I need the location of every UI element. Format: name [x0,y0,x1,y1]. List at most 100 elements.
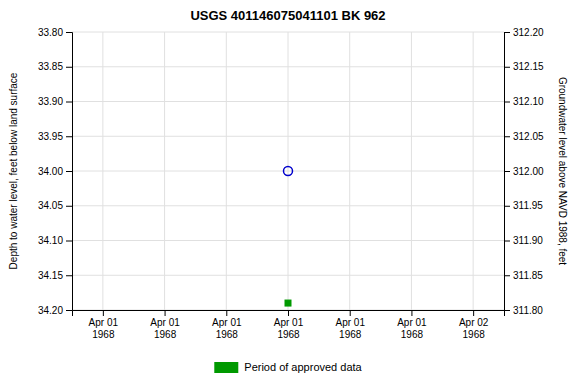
tick-label: 34.05 [38,200,63,211]
tick-label: 33.90 [38,96,63,107]
tick: 311.90 [504,235,543,246]
tick-mark [288,310,289,316]
tick-label: 34.00 [38,166,63,177]
legend-label: Period of approved data [244,361,362,373]
point [284,167,293,176]
grid-line [164,32,165,310]
tick-mark [350,310,351,316]
tick: Apr 011968 [212,310,242,340]
axis-line [505,33,511,311]
tick-label: 34.15 [38,270,63,281]
tick-label: 34.20 [38,305,63,316]
y-axis-title: Depth to water level, feet below land su… [8,72,19,269]
tick: 33.90 [38,96,72,107]
plot: 33.80 33.85 33.90 33.95 34.00 34.05 34.10 34.15… [38,27,544,340]
tick-label: 311.95 [513,200,543,211]
tick: Apr 011968 [397,310,427,340]
axis-line [66,33,73,311]
tick: 312.20 [504,27,544,38]
tick: 312.00 [504,166,544,177]
tick-label: 34.10 [38,235,63,246]
tick: 34.10 [38,235,72,246]
title: USGS 401146075041101 BK 962 [190,8,385,23]
tick-label: 311.80 [513,305,543,316]
tick-mark [66,32,72,33]
tick-mark [226,310,227,316]
tick-label: 312.10 [513,96,544,107]
tick-mark [66,275,72,276]
tick-label: 33.95 [38,131,63,142]
marks [284,167,293,307]
tick: 34.00 [38,166,72,177]
tick-label: 311.85 [513,270,543,281]
tick: 34.05 [38,200,72,211]
tick-mark [66,241,72,242]
tick-label: Apr 011968 [274,317,304,340]
tick-mark [504,67,510,68]
tick-label: 312.05 [513,131,544,142]
y2-axis: 311.80 311.85 311.90 311.95 312.00 312.05 312.… [504,27,544,316]
tick: Apr 011968 [150,310,180,340]
grid-line [473,32,474,310]
tick-label: Apr 011968 [212,317,242,340]
tick-mark [66,136,72,137]
tick-label: 312.20 [513,27,544,38]
series [284,167,293,176]
tick-mark [411,310,412,316]
tick: 33.85 [38,61,72,72]
tick-mark [504,102,510,103]
grid-line [411,32,412,310]
tick: 311.85 [504,270,543,281]
point [285,300,291,306]
tick-mark [504,275,510,276]
tick: 312.10 [504,96,544,107]
tick: Apr 021968 [459,310,489,340]
grid-line [349,32,350,310]
tick: 312.15 [504,61,544,72]
tick-label: Apr 011968 [335,317,365,340]
tick: 33.80 [38,27,72,38]
tick-mark [66,102,72,103]
grid-line [102,32,103,310]
tick-label: Apr 021968 [459,317,489,340]
tick-mark [504,206,510,207]
tick-mark [473,310,474,316]
tick-label: Apr 011968 [397,317,427,340]
y2-axis-title: Groundwater level above NAVD 1988, feet [557,77,568,265]
y-axis: 33.80 33.85 33.90 33.95 34.00 34.05 34.10 34.15… [38,27,73,316]
grid-line [288,32,289,310]
grid [72,32,504,310]
tick: 312.05 [504,131,544,142]
tick: 33.95 [38,131,72,142]
tick-label: Apr 011968 [89,317,119,340]
tick: Apr 011968 [89,310,119,340]
legend-item: Period of approved data [214,361,362,373]
tick-label: 312.00 [513,166,544,177]
tick: 311.80 [504,305,543,316]
tick-label: 311.90 [513,235,543,246]
tick: 311.95 [504,200,543,211]
tick: 34.15 [38,270,72,281]
series [285,300,291,306]
x-axis: Apr 011968 Apr 011968 Apr 011968 Apr 011968… [73,310,505,340]
axis-line [73,311,505,317]
chart: 33.80 33.85 33.90 33.95 34.00 34.05 34.10 34.15… [0,0,576,384]
grid-line [226,32,227,310]
tick: Apr 011968 [335,310,365,340]
tick-mark [504,241,510,242]
tick-mark [504,171,510,172]
tick-mark [66,171,72,172]
legend: Period of approved data [214,361,362,373]
tick-mark [66,206,72,207]
tick-label: Apr 011968 [150,317,180,340]
tick-label: 33.85 [38,61,63,72]
tick-mark [504,32,510,33]
tick-label: 312.15 [513,61,544,72]
tick: 34.20 [38,305,72,316]
tick-mark [66,310,72,311]
tick-label: 33.80 [38,27,63,38]
tick-mark [103,310,104,316]
tick-mark [504,136,510,137]
tick-mark [165,310,166,316]
legend-swatch [214,362,238,373]
